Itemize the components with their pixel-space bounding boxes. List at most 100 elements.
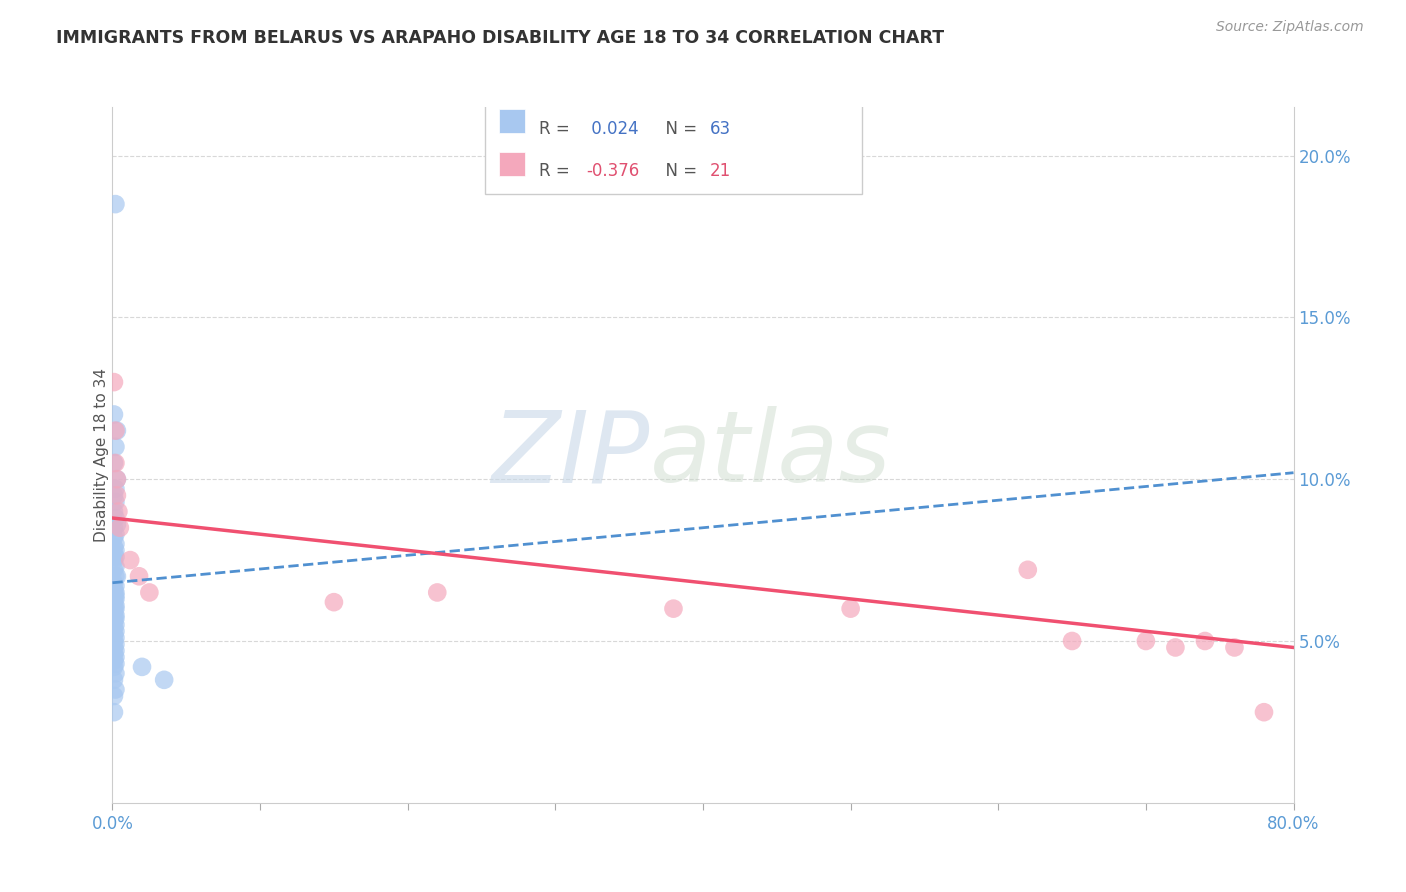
Point [103,611,125,625]
Point [120,553,142,567]
Point [103,547,125,561]
Point [103,647,125,661]
Text: Source: ZipAtlas.com: Source: ZipAtlas.com [1216,20,1364,34]
Text: 63: 63 [710,120,731,138]
Point [105,569,128,583]
Point [131,660,153,674]
Point [103,673,125,687]
Point [104,599,127,613]
Text: R =: R = [538,162,575,180]
Point [103,531,125,545]
Point [1223,640,1246,655]
Point [103,582,125,597]
Text: R =: R = [538,120,575,138]
Point [104,682,127,697]
Point [103,595,125,609]
Point [104,591,127,606]
Point [108,521,131,535]
Point [104,197,127,211]
Point [105,424,128,438]
Point [103,640,125,655]
Point [1135,634,1157,648]
Text: -0.376: -0.376 [586,162,640,180]
Point [138,585,160,599]
Point [104,424,127,438]
Point [104,495,127,509]
Point [323,595,346,609]
Text: N =: N = [655,120,702,138]
Point [128,569,150,583]
Point [103,540,125,554]
Point [1017,563,1039,577]
Point [104,569,127,583]
Point [104,559,127,574]
Point [104,440,127,454]
Point [104,617,127,632]
Point [103,601,125,615]
Text: 21: 21 [710,162,731,180]
Point [104,608,127,623]
Y-axis label: Disability Age 18 to 34: Disability Age 18 to 34 [94,368,108,542]
Point [103,705,125,719]
Point [104,631,127,645]
Text: ZIP: ZIP [492,407,650,503]
Point [103,408,125,422]
Point [103,488,125,502]
Point [105,472,128,486]
Point [1062,634,1084,648]
Point [103,591,125,606]
Point [839,601,862,615]
Point [104,611,127,625]
Point [103,621,125,635]
Point [103,456,125,470]
Point [104,650,127,665]
Point [103,563,125,577]
Point [104,482,127,496]
Point [105,472,128,486]
Bar [499,110,524,134]
Point [104,543,127,558]
Point [153,673,176,687]
Point [105,488,128,502]
Point [104,624,127,639]
Point [104,549,127,564]
Point [103,521,125,535]
Text: IMMIGRANTS FROM BELARUS VS ARAPAHO DISABILITY AGE 18 TO 34 CORRELATION CHART: IMMIGRANTS FROM BELARUS VS ARAPAHO DISAB… [56,29,945,46]
Point [1164,640,1187,655]
Point [103,605,125,619]
Point [104,601,127,615]
Point [103,585,125,599]
Point [104,585,127,599]
Point [662,601,685,615]
Point [1253,705,1275,719]
Text: atlas: atlas [650,407,891,503]
Point [105,517,128,532]
Point [104,657,127,671]
Text: N =: N = [655,162,702,180]
Point [104,537,127,551]
Bar [499,152,524,176]
Point [104,666,127,681]
Point [103,553,125,567]
Point [104,643,127,657]
Point [103,660,125,674]
Point [103,653,125,667]
Point [104,511,127,525]
Point [103,627,125,641]
Point [103,375,125,389]
Point [103,634,125,648]
Point [107,504,129,518]
Point [104,589,127,603]
Point [104,637,127,651]
Point [426,585,449,599]
Point [104,456,127,470]
Text: 0.024: 0.024 [586,120,638,138]
Point [103,615,125,629]
Point [103,575,125,590]
Point [103,504,125,518]
Point [104,527,127,541]
Point [103,689,125,703]
Bar [485,103,862,194]
Point [1194,634,1216,648]
Point [104,579,127,593]
